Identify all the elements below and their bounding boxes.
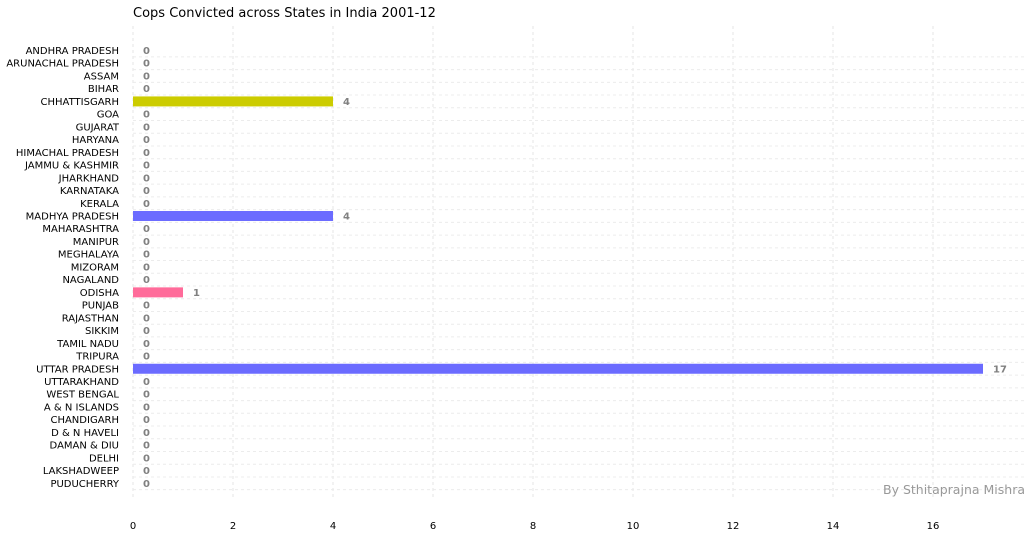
x-tick-label: 16 [927, 521, 940, 532]
data-label: 0 [143, 313, 150, 324]
category-label: KERALA [80, 199, 119, 210]
x-tick-label: 8 [530, 521, 536, 532]
category-label: DAMAN & DIU [50, 441, 119, 452]
data-label: 0 [143, 479, 150, 490]
category-label: UTTAR PRADESH [36, 364, 119, 375]
data-label: 0 [143, 326, 150, 337]
data-label: 0 [143, 110, 150, 121]
bar [133, 287, 183, 298]
data-label: 0 [143, 135, 150, 146]
x-tick-label: 10 [627, 521, 640, 532]
x-tick-label: 0 [130, 521, 136, 532]
category-label: UTTARAKHAND [44, 377, 119, 388]
data-label: 17 [993, 364, 1007, 375]
data-label: 0 [143, 262, 150, 273]
data-label: 0 [143, 441, 150, 452]
category-label: TRIPURA [75, 352, 119, 363]
x-tick-label: 6 [430, 521, 436, 532]
category-label: MANIPUR [73, 237, 119, 248]
grid-lines [132, 26, 1025, 500]
category-label: WEST BENGAL [46, 390, 119, 401]
category-label: ODISHA [80, 288, 119, 299]
category-label: LAKSHADWEEP [43, 466, 119, 477]
data-label: 0 [143, 59, 150, 70]
category-label: MAHARASHTRA [42, 224, 119, 235]
x-tick-label: 4 [330, 521, 336, 532]
category-label: HARYANA [72, 135, 119, 146]
category-label: BIHAR [88, 84, 119, 95]
data-label: 4 [343, 97, 350, 108]
category-label: PUDUCHERRY [50, 479, 119, 490]
category-label: SIKKIM [85, 326, 119, 337]
category-label: A & N ISLANDS [44, 402, 119, 413]
data-label: 0 [143, 377, 150, 388]
data-label: 0 [143, 415, 150, 426]
data-label: 0 [143, 402, 150, 413]
category-label: ANDHRA PRADESH [26, 46, 119, 57]
bar [133, 210, 333, 221]
data-label: 0 [143, 390, 150, 401]
category-label: CHANDIGARH [50, 415, 119, 426]
x-tick-label: 14 [827, 521, 840, 532]
data-label: 0 [143, 275, 150, 286]
category-label: HIMACHAL PRADESH [16, 148, 119, 159]
data-label: 0 [143, 122, 150, 133]
bar [133, 363, 983, 374]
category-label: GOA [97, 110, 119, 121]
data-label: 0 [143, 250, 150, 261]
category-label: CHHATTISGARH [41, 97, 119, 108]
category-label: PUNJAB [82, 301, 119, 312]
bar [133, 96, 333, 107]
category-label: MADHYA PRADESH [26, 211, 119, 222]
category-label: ASSAM [84, 71, 119, 82]
data-label: 0 [143, 237, 150, 248]
category-label: MIZORAM [71, 262, 119, 273]
data-label: 0 [143, 161, 150, 172]
category-label: RAJASTHAN [62, 313, 119, 324]
data-label: 4 [343, 211, 350, 222]
data-label: 0 [143, 46, 150, 57]
category-label: NAGALAND [62, 275, 119, 286]
data-label: 0 [143, 199, 150, 210]
category-label: JAMMU & KASHMIR [24, 161, 119, 172]
data-label: 0 [143, 428, 150, 439]
data-label: 0 [143, 84, 150, 95]
chart-title: Cops Convicted across States in India 20… [133, 6, 436, 21]
data-label: 1 [193, 288, 200, 299]
category-label: D & N HAVELI [51, 428, 119, 439]
chart-credit: By Sthitaprajna Mishra [883, 482, 1025, 497]
data-label: 0 [143, 224, 150, 235]
x-tick-label: 2 [230, 521, 236, 532]
data-label: 0 [143, 186, 150, 197]
category-label: JHARKHAND [58, 173, 120, 184]
category-label: KARNATAKA [60, 186, 119, 197]
data-label: 0 [143, 301, 150, 312]
x-tick-label: 12 [727, 521, 740, 532]
data-label: 0 [143, 453, 150, 464]
category-label: MEGHALAYA [58, 250, 119, 261]
x-tick-labels: 0 2 4 6 8 10 12 14 16 [130, 521, 940, 532]
data-label: 0 [143, 352, 150, 363]
category-label: DELHI [89, 453, 119, 464]
data-label: 0 [143, 173, 150, 184]
data-label: 0 [143, 148, 150, 159]
category-label: TAMIL NADU [56, 339, 119, 350]
bars [133, 96, 983, 374]
category-label: ARUNACHAL PRADESH [6, 59, 119, 70]
data-label: 0 [143, 71, 150, 82]
category-label: GUJARAT [76, 122, 120, 133]
data-label: 0 [143, 339, 150, 350]
data-label: 0 [143, 466, 150, 477]
